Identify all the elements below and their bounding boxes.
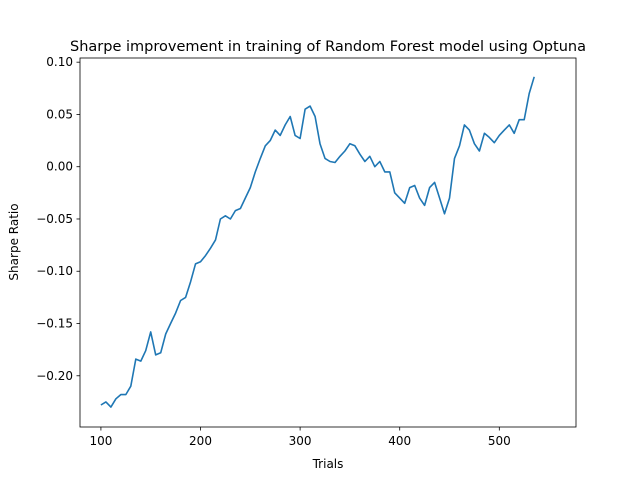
y-tick-label: 0.10 [46,55,73,69]
x-axis-label: Trials [312,457,344,471]
y-tick-label: 0.00 [46,160,73,174]
y-axis-label: Sharpe Ratio [7,203,21,280]
x-tick-label: 100 [89,434,112,448]
plot-area-frame [79,57,577,428]
series-line [100,76,535,408]
y-tick-label: −0.20 [36,369,73,383]
y-tick-label: −0.10 [36,264,73,278]
x-tick-label: 400 [388,434,411,448]
y-axis: −0.20 −0.15 −0.10 −0.05 0.00 0.05 0.10 [36,55,80,383]
x-tick-label: 300 [289,434,312,448]
y-tick-label: 0.05 [46,107,73,121]
y-tick-label: −0.15 [36,317,73,331]
y-tick-label: −0.05 [36,212,73,226]
x-tick-label: 200 [189,434,212,448]
x-tick-label: 500 [488,434,511,448]
chart-title: Sharpe improvement in training of Random… [70,39,586,55]
x-axis: 100 200 300 400 500 [89,427,511,448]
series-layer [100,76,535,408]
